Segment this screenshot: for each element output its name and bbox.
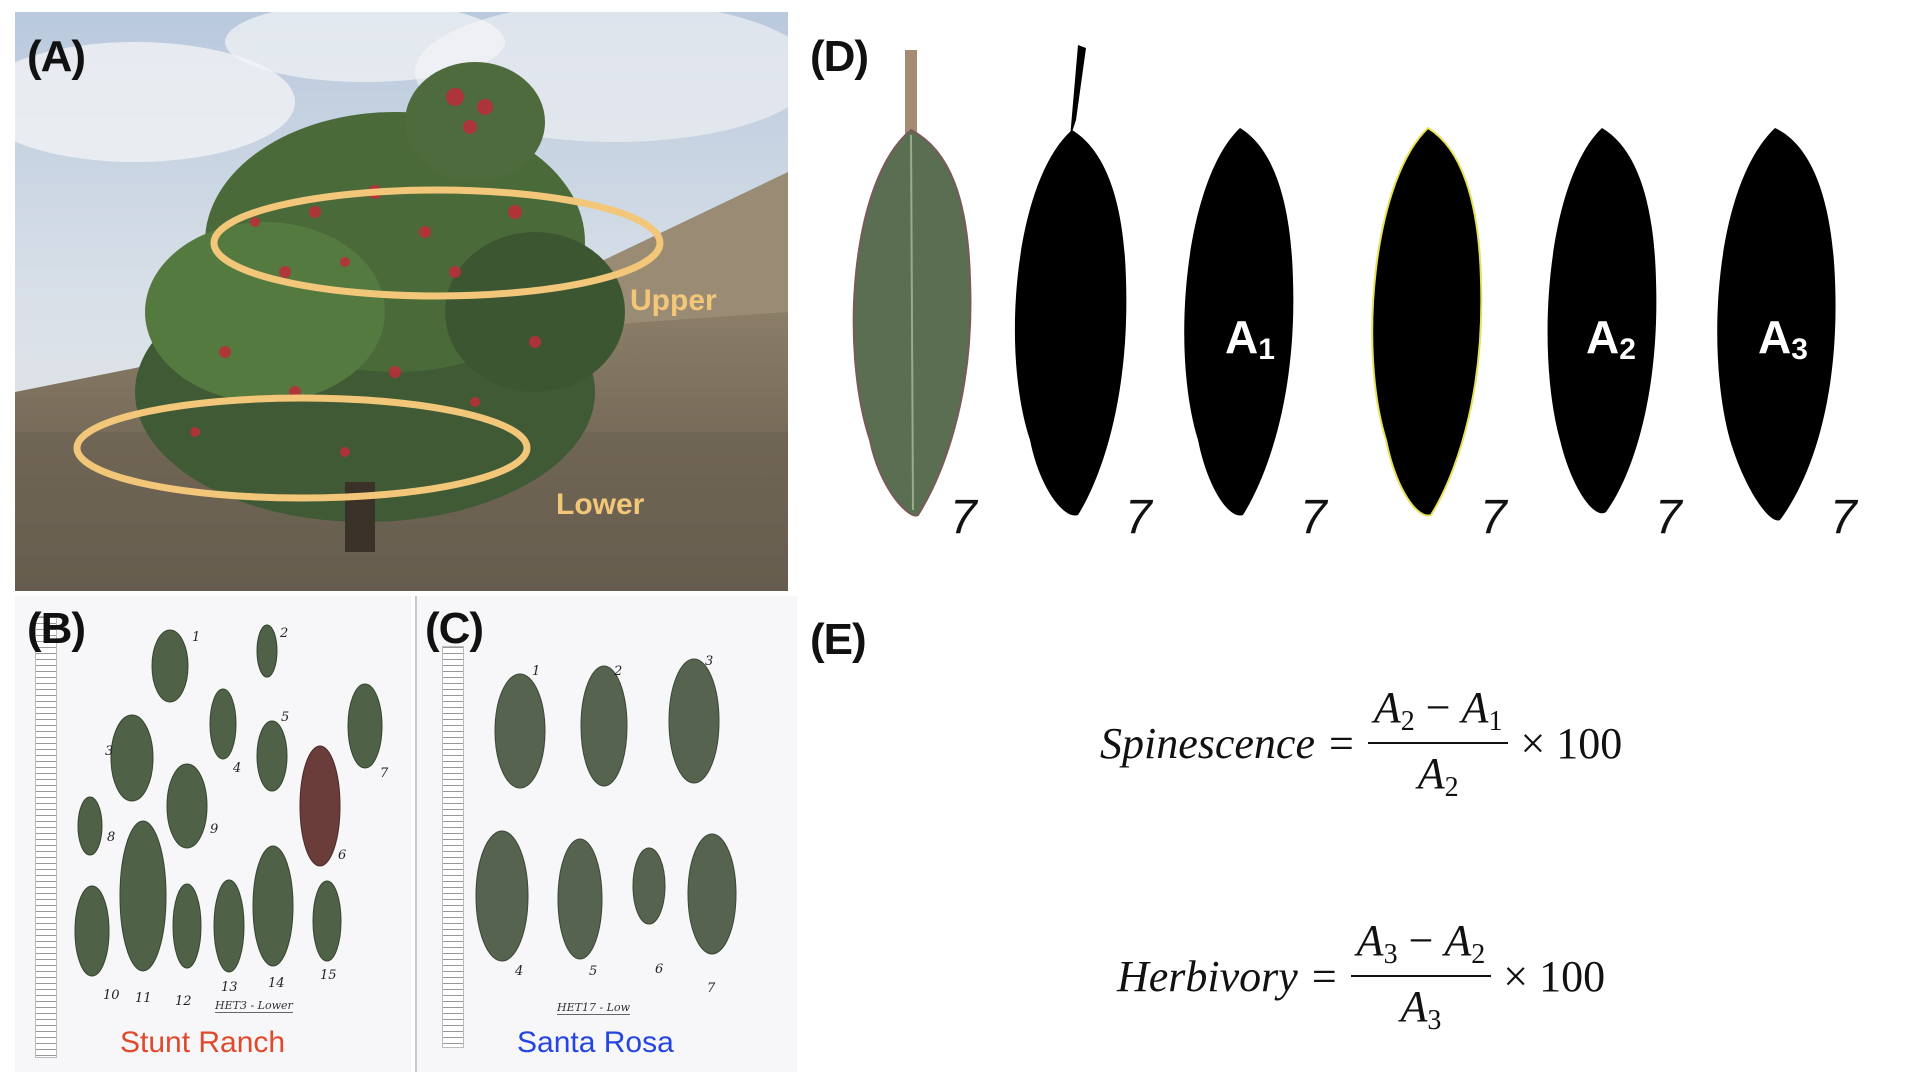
panel-label-e: (E) [810,615,867,664]
leaf-number: 7 [380,766,389,781]
sequence-number: 7 [1480,491,1507,544]
fraction-bar [1367,742,1509,744]
panel-label-d: (D) [810,32,869,81]
multiplier: × 100 [1520,718,1623,768]
specimen-tag: HET3 - Lower [215,999,293,1013]
silhouette-with-petiole [1014,45,1127,516]
scale-ruler [35,616,57,1058]
shrub-photo [15,12,788,591]
leaf-number: 12 [175,994,192,1009]
upper-zone-label: Upper [630,284,717,317]
leaf-silhouettes [852,45,1836,521]
leaf-number: 10 [103,988,120,1003]
leaf-number: 2 [280,626,289,641]
sequence-number: 7 [1300,491,1327,544]
leaf-number: 1 [192,630,201,645]
upper-zone-ellipse [210,186,664,300]
sequence-number: 7 [1655,491,1682,544]
sequence-number: 7 [1830,491,1857,544]
site-label-stunt-ranch: Stunt Ranch [120,1026,286,1059]
herbivory-term: Herbivory [1117,951,1298,1001]
leaf-scan-b [74,624,383,977]
fraction-bar [1350,975,1492,977]
leaf-number: 4 [233,761,242,776]
panel-label-c: (C) [425,604,484,653]
spinescence-fraction: A2 − A1 A2 [1367,682,1509,804]
sequence-number: 7 [1125,491,1152,544]
panel-b-scan: 1 2 3 4 5 6 7 8 9 10 11 12 13 14 15 HET3… [15,596,411,1072]
area-label-a3: A3 [1758,311,1808,366]
spinescence-formula: Spinescence = A2 − A1 A2 × 100 [1100,682,1622,804]
leaf-number: 5 [589,964,598,979]
lower-zone-label: Lower [556,488,645,521]
area-label-a1: A1 [1225,311,1275,366]
leaf-number: 9 [210,822,219,837]
panel-a-photo: (A) Upper Lower [15,12,788,591]
site-label-santa-rosa: Santa Rosa [517,1026,674,1059]
spinescence-term: Spinescence [1100,718,1315,768]
herbivory-formula: Herbivory = A3 − A2 A3 × 100 [1117,915,1605,1037]
scale-ruler [442,646,464,1048]
leaf-scan-c [475,658,737,962]
leaf-number: 14 [268,976,285,991]
lower-zone-ellipse [73,394,531,502]
multiplier: × 100 [1503,951,1606,1001]
leaf-number: 7 [707,981,716,996]
leaf-number: 13 [221,980,238,995]
leaf-number: 3 [705,654,714,669]
panel-c-scan: 1 2 3 4 5 6 7 HET17 - Low (C) Santa Rosa [415,596,797,1072]
leaf-number: 1 [532,664,541,679]
leaf-number: 3 [105,744,114,759]
silhouette-a2 [1547,128,1657,514]
specimen-tag: HET17 - Low [557,1001,631,1015]
panel-label-a: (A) [27,32,86,81]
leaf-number: 15 [320,968,337,983]
equals-sign: = [1311,951,1337,1001]
area-label-a2: A2 [1586,311,1636,366]
leaf-number: 11 [135,991,152,1006]
leaf-number: 6 [338,848,347,863]
leaf-number: 4 [515,964,524,979]
panel-d-sequence: (D) A1 A2 A3 7 7 7 7 7 7 [800,20,1920,580]
leaf-number: 5 [281,710,290,725]
original-leaf [852,50,972,517]
silhouette-hull [1371,126,1483,517]
silhouette-a3 [1717,128,1836,521]
leaf-number: 6 [655,962,664,977]
sequence-number: 7 [950,491,977,544]
equals-sign: = [1329,718,1354,768]
herbivory-fraction: A3 − A2 A3 [1350,915,1492,1037]
panel-label-b: (B) [27,604,86,653]
leaf-number: 8 [107,830,116,845]
leaf-number: 2 [614,664,623,679]
silhouette-a1 [1184,128,1294,516]
